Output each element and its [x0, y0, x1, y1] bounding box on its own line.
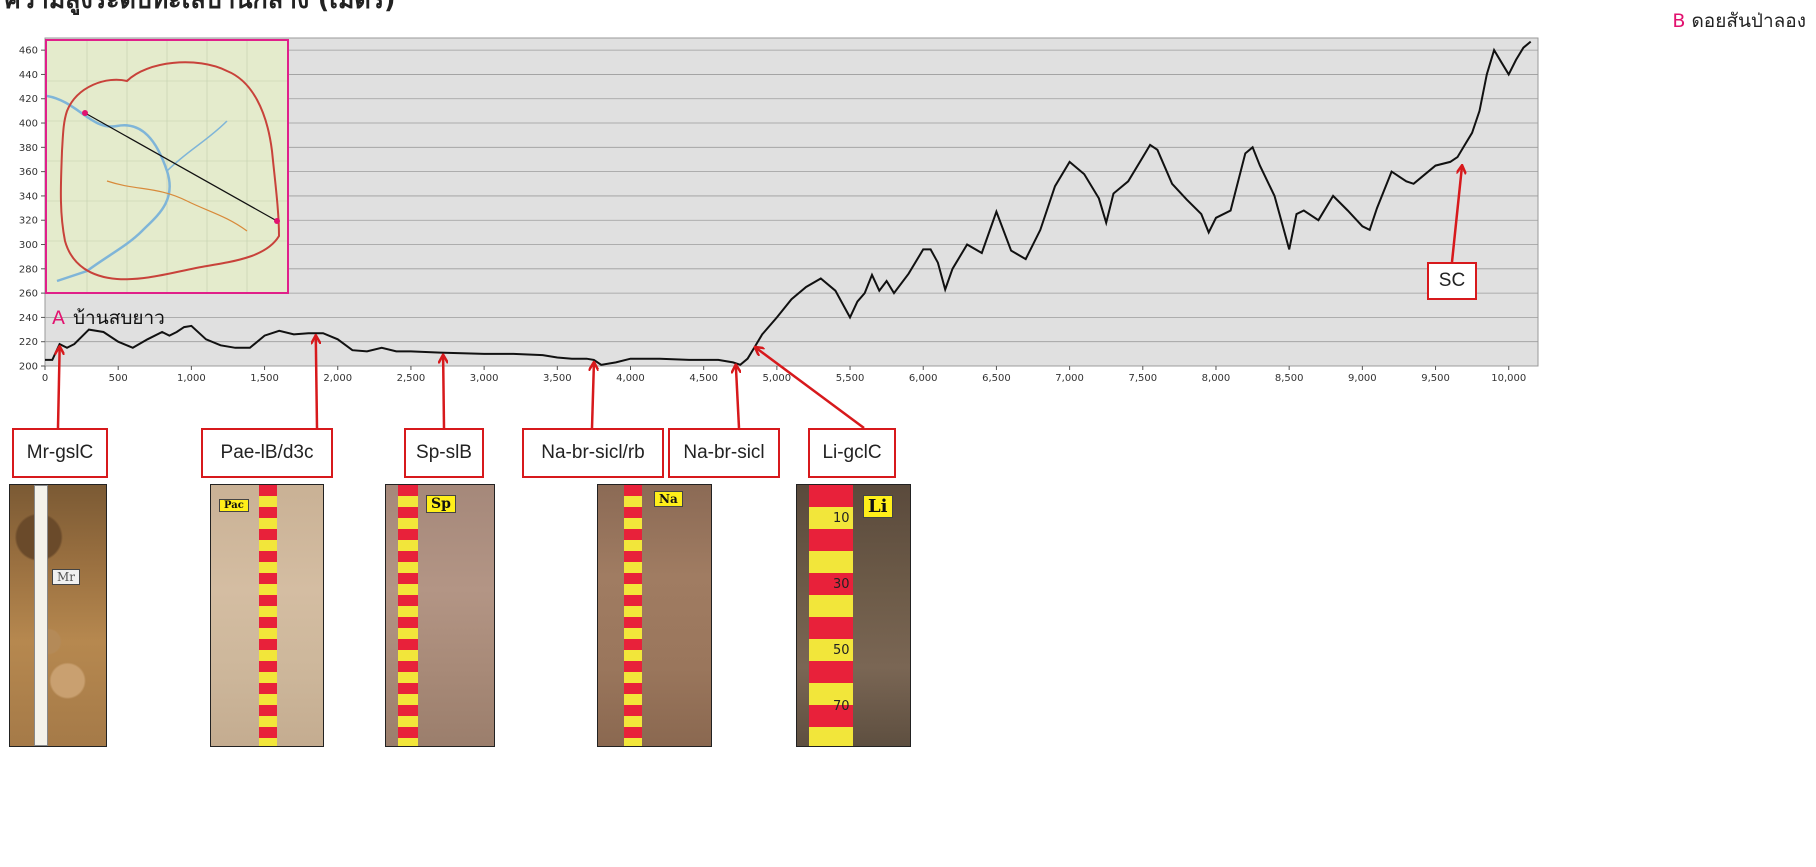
x-tick-label: 3,000 [470, 373, 499, 384]
x-tick-label: 9,000 [1348, 373, 1377, 384]
y-tick-label: 280 [19, 264, 38, 275]
measuring-tape [34, 485, 48, 746]
callout-arrow [736, 366, 739, 429]
callout-arrow [592, 364, 594, 429]
measuring-tape [809, 485, 853, 746]
callout-arrow [756, 348, 865, 430]
end-point-name: ดอยสันป่าลอง [1691, 10, 1806, 32]
inset-map-point-a [82, 110, 88, 116]
x-tick-label: 10,000 [1491, 373, 1526, 384]
chart-title: ความสูงระดับทะเลปานกลาง (เมตร) [4, 0, 395, 20]
inset-map-boundary [59, 61, 281, 281]
end-point-letter: B [1672, 10, 1686, 32]
x-tick-label: 9,500 [1421, 373, 1450, 384]
x-tick-label: 6,500 [982, 373, 1011, 384]
soil-photo-li: Li 10 30 50 70 [796, 484, 911, 747]
photo-tag-li: Li [863, 495, 893, 518]
measuring-tape [398, 485, 418, 746]
y-tick-label: 320 [19, 216, 38, 227]
tape-number-70: 70 [833, 699, 850, 714]
inset-map-road [106, 180, 248, 232]
callout-arrow [1450, 167, 1462, 263]
start-point-letter: A [52, 307, 65, 329]
y-tick-label: 460 [19, 46, 38, 57]
y-tick-label: 200 [19, 362, 38, 373]
y-tick-label: 300 [19, 240, 38, 251]
x-tick-label: 8,000 [1202, 373, 1231, 384]
soil-label-mr: Mr-gslC [12, 428, 108, 478]
y-tick-label: 420 [19, 94, 38, 105]
y-tick-label: 440 [19, 70, 38, 81]
photo-tag-sp: Sp [426, 495, 456, 513]
soil-label-sp: Sp-slB [404, 428, 484, 478]
callout-arrow [316, 337, 317, 429]
x-axis: 0 500 1,000 1,500 2,000 2,500 3,000 3,500 4,000 4… [42, 366, 1526, 384]
inset-map-grid [47, 41, 287, 292]
end-point-label: B ดอยสันป่าลอง [1672, 6, 1806, 36]
soil-label-li: Li-gclC [808, 428, 896, 478]
x-tick-label: 1,500 [250, 373, 279, 384]
x-tick-label: 500 [109, 373, 128, 384]
tape-number-10: 10 [833, 511, 850, 526]
inset-map-transect [84, 112, 278, 222]
inset-map-point-b [274, 218, 280, 224]
measuring-tape [624, 485, 642, 746]
soil-photo-na: Na [597, 484, 712, 747]
x-tick-label: 2,000 [323, 373, 352, 384]
elevation-line [45, 40, 1532, 366]
soil-label-na-rb: Na-br-sicl/rb [522, 428, 664, 478]
x-tick-label: 5,500 [836, 373, 865, 384]
inset-map [45, 39, 289, 294]
x-tick-label: 4,000 [616, 373, 645, 384]
tape-number-50: 50 [833, 643, 850, 658]
x-tick-label: 8,500 [1275, 373, 1304, 384]
x-tick-label: 7,000 [1055, 373, 1084, 384]
x-tick-label: 1,000 [177, 373, 206, 384]
y-axis: 200 220 240 260 280 300 320 340 360 380 400 420 440 4… [19, 46, 45, 373]
start-point-label: A บ้านสบยาว [52, 307, 165, 329]
y-tick-label: 340 [19, 191, 38, 202]
x-tick-label: 7,500 [1128, 373, 1157, 384]
y-tick-label: 240 [19, 313, 38, 324]
y-tick-label: 360 [19, 167, 38, 178]
photo-tag-mr: Mr [52, 569, 81, 585]
soil-label-sc: SC [1427, 262, 1477, 300]
y-tick-label: 400 [19, 119, 38, 130]
soil-photo-mr: Mr [9, 484, 107, 747]
plot-area [44, 37, 1539, 367]
x-tick-label: 4,500 [689, 373, 718, 384]
photo-tag-pac: Pac [219, 499, 249, 512]
x-tick-label: 2,500 [397, 373, 426, 384]
x-tick-label: 5,000 [763, 373, 792, 384]
y-tick-label: 380 [19, 143, 38, 154]
photo-tag-na: Na [654, 491, 683, 507]
y-tick-label: 220 [19, 337, 38, 348]
inset-map-drawing [47, 41, 287, 292]
callout-arrows [58, 167, 1462, 430]
measuring-tape [259, 485, 277, 746]
callout-arrow [58, 348, 60, 429]
soil-label-pae: Pae-lB/d3c [201, 428, 333, 478]
y-tick-label: 260 [19, 289, 38, 300]
soil-label-na: Na-br-sicl [668, 428, 780, 478]
callout-arrow [443, 357, 444, 429]
x-tick-label: 6,000 [909, 373, 938, 384]
soil-photo-sp: Sp [385, 484, 495, 747]
tape-number-30: 30 [833, 577, 850, 592]
x-tick-label: 3,500 [543, 373, 572, 384]
inset-map-stream [166, 120, 228, 172]
x-tick-label: 0 [42, 373, 48, 384]
soil-photo-pac: Pac [210, 484, 324, 747]
start-point-name: บ้านสบยาว [73, 307, 165, 329]
